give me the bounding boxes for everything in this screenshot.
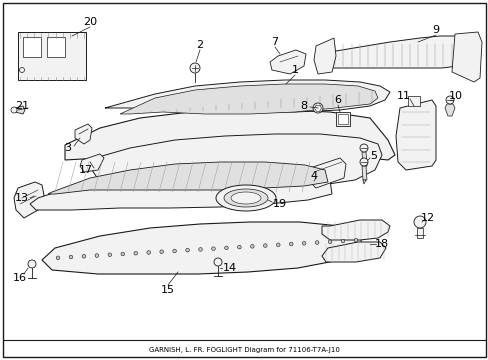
Polygon shape bbox=[313, 38, 335, 74]
Polygon shape bbox=[362, 166, 365, 170]
Bar bbox=[23, 37, 41, 57]
Circle shape bbox=[146, 251, 150, 254]
Text: 17: 17 bbox=[79, 165, 93, 175]
Circle shape bbox=[445, 96, 453, 104]
Polygon shape bbox=[315, 36, 469, 68]
Polygon shape bbox=[120, 84, 377, 114]
Text: 8: 8 bbox=[300, 101, 307, 111]
Text: 9: 9 bbox=[431, 25, 439, 35]
Circle shape bbox=[353, 238, 357, 242]
Bar bbox=[47, 37, 65, 57]
Circle shape bbox=[11, 107, 17, 113]
Ellipse shape bbox=[216, 185, 275, 211]
Polygon shape bbox=[444, 104, 454, 116]
Circle shape bbox=[82, 255, 85, 258]
Polygon shape bbox=[14, 182, 44, 218]
Text: GARNISH, L. FR. FOGLIGHT Diagram for 71106-T7A-J10: GARNISH, L. FR. FOGLIGHT Diagram for 711… bbox=[148, 347, 339, 353]
Polygon shape bbox=[361, 152, 366, 166]
Bar bbox=[335, 112, 349, 126]
Circle shape bbox=[413, 216, 425, 228]
Circle shape bbox=[214, 258, 222, 266]
Text: 19: 19 bbox=[272, 199, 286, 209]
Circle shape bbox=[302, 242, 305, 245]
Circle shape bbox=[359, 158, 367, 166]
Circle shape bbox=[108, 253, 111, 257]
Polygon shape bbox=[80, 154, 104, 172]
Text: 13: 13 bbox=[15, 193, 29, 203]
Text: 16: 16 bbox=[13, 273, 27, 283]
Text: 20: 20 bbox=[83, 17, 97, 27]
Text: 3: 3 bbox=[64, 143, 71, 153]
Ellipse shape bbox=[224, 189, 267, 207]
Circle shape bbox=[224, 246, 228, 250]
Polygon shape bbox=[30, 170, 331, 210]
Polygon shape bbox=[361, 166, 366, 180]
Circle shape bbox=[359, 144, 367, 152]
Text: 18: 18 bbox=[374, 239, 388, 249]
Text: 11: 11 bbox=[396, 91, 410, 101]
Circle shape bbox=[185, 248, 189, 252]
Circle shape bbox=[20, 68, 24, 72]
Circle shape bbox=[327, 240, 331, 244]
Circle shape bbox=[341, 239, 344, 243]
Polygon shape bbox=[65, 110, 394, 160]
Bar bbox=[407, 96, 419, 106]
Text: 12: 12 bbox=[420, 213, 434, 223]
Circle shape bbox=[28, 260, 36, 268]
Circle shape bbox=[312, 103, 323, 113]
Circle shape bbox=[121, 252, 124, 256]
Text: 6: 6 bbox=[334, 95, 341, 105]
Polygon shape bbox=[48, 162, 327, 194]
Circle shape bbox=[198, 248, 202, 251]
Circle shape bbox=[315, 241, 318, 244]
Polygon shape bbox=[105, 80, 389, 112]
Polygon shape bbox=[269, 50, 305, 74]
Text: 2: 2 bbox=[196, 40, 203, 50]
Polygon shape bbox=[92, 134, 381, 188]
Polygon shape bbox=[307, 158, 346, 188]
Text: 10: 10 bbox=[448, 91, 462, 101]
Text: 15: 15 bbox=[161, 285, 175, 295]
Circle shape bbox=[160, 250, 163, 253]
Circle shape bbox=[69, 255, 73, 259]
Polygon shape bbox=[15, 106, 25, 114]
Text: 21: 21 bbox=[15, 101, 29, 111]
Circle shape bbox=[190, 63, 200, 73]
Polygon shape bbox=[75, 124, 92, 144]
Text: 5: 5 bbox=[370, 151, 377, 161]
Text: 7: 7 bbox=[271, 37, 278, 47]
Circle shape bbox=[263, 244, 266, 247]
Polygon shape bbox=[362, 180, 365, 184]
Circle shape bbox=[250, 244, 254, 248]
Polygon shape bbox=[395, 100, 435, 170]
Circle shape bbox=[134, 251, 137, 255]
Ellipse shape bbox=[230, 192, 261, 204]
Polygon shape bbox=[321, 220, 389, 240]
Bar bbox=[18, 32, 86, 80]
Polygon shape bbox=[321, 242, 385, 262]
Circle shape bbox=[95, 254, 99, 257]
Text: 1: 1 bbox=[291, 65, 298, 75]
Polygon shape bbox=[42, 222, 361, 274]
Polygon shape bbox=[451, 32, 481, 82]
Circle shape bbox=[211, 247, 215, 251]
Circle shape bbox=[289, 242, 292, 246]
Circle shape bbox=[172, 249, 176, 253]
Circle shape bbox=[237, 245, 241, 249]
Bar bbox=[416, 228, 422, 238]
Bar bbox=[337, 114, 347, 124]
Text: 14: 14 bbox=[223, 263, 237, 273]
Circle shape bbox=[276, 243, 280, 247]
Text: 4: 4 bbox=[310, 171, 317, 181]
Circle shape bbox=[56, 256, 60, 260]
